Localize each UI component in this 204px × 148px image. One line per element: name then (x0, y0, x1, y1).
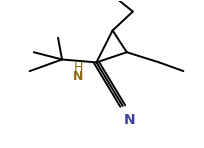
Text: H: H (73, 61, 82, 74)
Text: N: N (123, 114, 135, 127)
Text: N: N (73, 70, 83, 83)
